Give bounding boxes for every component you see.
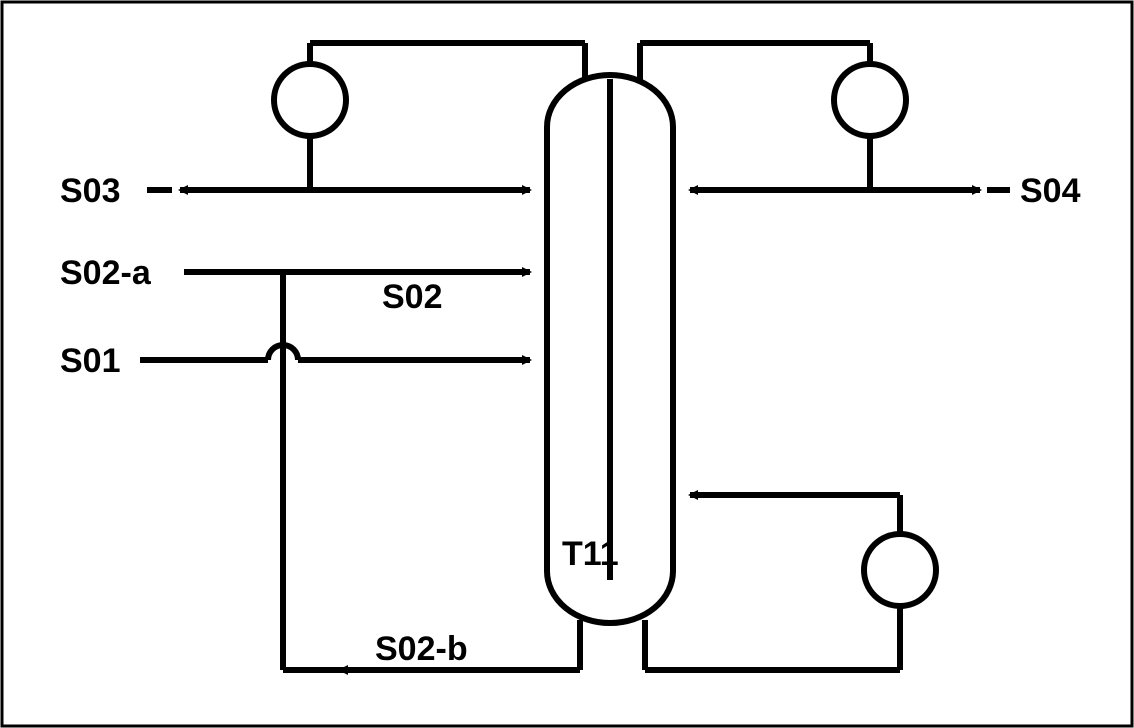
process-diagram: S03 S02-a S02 S01 S04 T11 S02-b	[0, 0, 1134, 728]
label-t11: T11	[562, 535, 619, 573]
left-condenser	[274, 64, 346, 136]
label-s02b: S02-b	[375, 630, 468, 668]
label-s04: S04	[1020, 172, 1081, 210]
frame	[2, 2, 1132, 726]
diagram-group	[140, 43, 1010, 670]
label-s01: S01	[60, 342, 121, 380]
label-s02: S02	[382, 278, 443, 316]
label-s03: S03	[60, 172, 121, 210]
label-s02a: S02-a	[60, 254, 152, 292]
right-condenser	[834, 64, 906, 136]
reboiler	[864, 534, 936, 606]
